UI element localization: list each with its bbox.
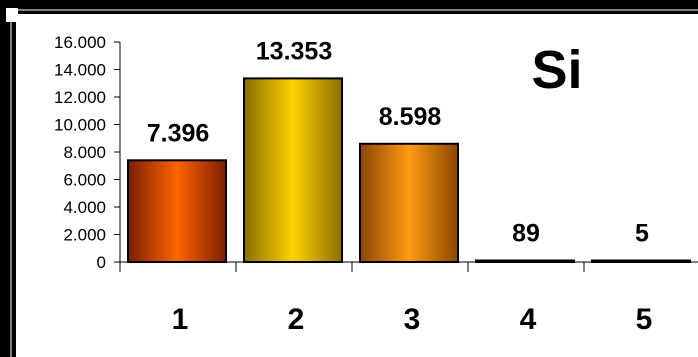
y-tick-label: 0	[97, 253, 106, 272]
bar-5	[591, 259, 691, 263]
data-label-3: 8.598	[379, 103, 442, 131]
y-tick-label: 12.000	[54, 88, 106, 107]
y-tick-label: 6.000	[63, 171, 106, 190]
frame-corner-notch	[6, 8, 18, 22]
x-tick-label-1: 1	[172, 303, 189, 336]
y-tick-label: 16.000	[54, 33, 106, 52]
bars	[127, 77, 691, 263]
y-tick-label: 14.000	[54, 61, 106, 80]
data-label-2: 13.353	[256, 37, 332, 65]
x-tick-label-3: 3	[404, 303, 421, 336]
y-tick-label: 8.000	[63, 143, 106, 162]
frame-left-bar	[0, 0, 16, 357]
x-tick-label-2: 2	[288, 303, 305, 336]
frame-top-bar	[0, 0, 698, 14]
axes: 0 2.000 4.000 6.000 8.000 10.000 12.000 14.000 1…	[54, 33, 698, 272]
x-tick-label-5: 5	[636, 303, 653, 336]
x-tick-label-4: 4	[520, 303, 537, 336]
bar-3	[359, 142, 459, 263]
data-label-4: 89	[512, 220, 540, 248]
bar-4	[475, 259, 575, 263]
y-tick-label: 10.000	[54, 116, 106, 135]
y-tick-label: 4.000	[63, 198, 106, 217]
data-label-1: 7.396	[147, 119, 210, 147]
bar-1	[127, 159, 227, 263]
plot-background	[16, 14, 698, 357]
y-tick-label: 2.000	[63, 226, 106, 245]
chart-title: Si	[531, 40, 582, 100]
labels: 7.396 1 13.353 2 8.598 3 89 4 5 5	[147, 37, 653, 336]
bar-2	[243, 77, 343, 263]
data-label-5: 5	[635, 220, 649, 248]
